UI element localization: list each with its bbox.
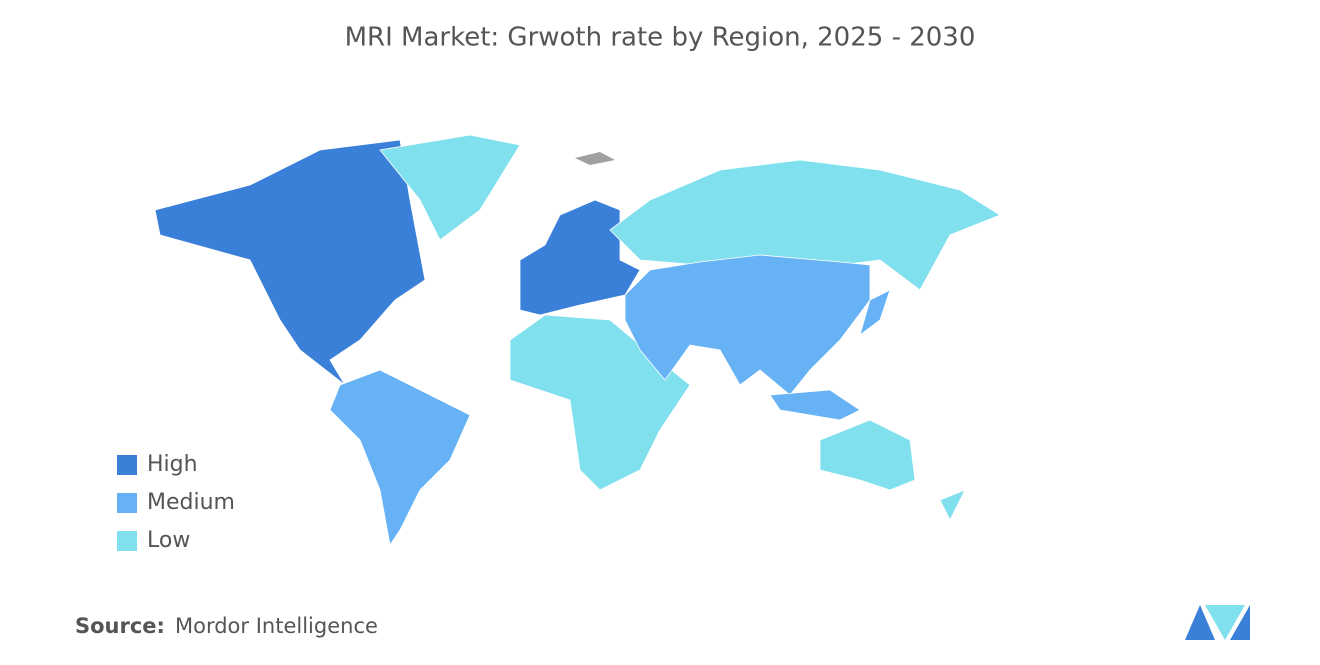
legend: High Medium Low [117, 452, 235, 553]
legend-swatch [117, 493, 137, 513]
legend-label: Medium [147, 490, 235, 515]
southeast-asia-islands [769, 389, 861, 421]
asia [624, 254, 871, 396]
chart-title: MRI Market: Grwoth rate by Region, 2025 … [345, 23, 976, 53]
africa [509, 314, 691, 491]
no-data-region [575, 152, 615, 165]
logo [1185, 605, 1250, 640]
legend-label: Low [147, 528, 190, 553]
legend-swatch [117, 455, 137, 475]
world-map [154, 134, 1001, 547]
south-america [329, 369, 471, 547]
europe [519, 199, 641, 316]
japan [859, 289, 891, 337]
source-text: Mordor Intelligence [175, 614, 378, 638]
new-zealand [939, 489, 966, 521]
source-label: Source: [75, 614, 165, 638]
legend-swatch [117, 531, 137, 551]
australia [819, 419, 916, 491]
north-america [154, 139, 426, 386]
greenland [379, 134, 521, 241]
legend-label: High [147, 452, 198, 477]
